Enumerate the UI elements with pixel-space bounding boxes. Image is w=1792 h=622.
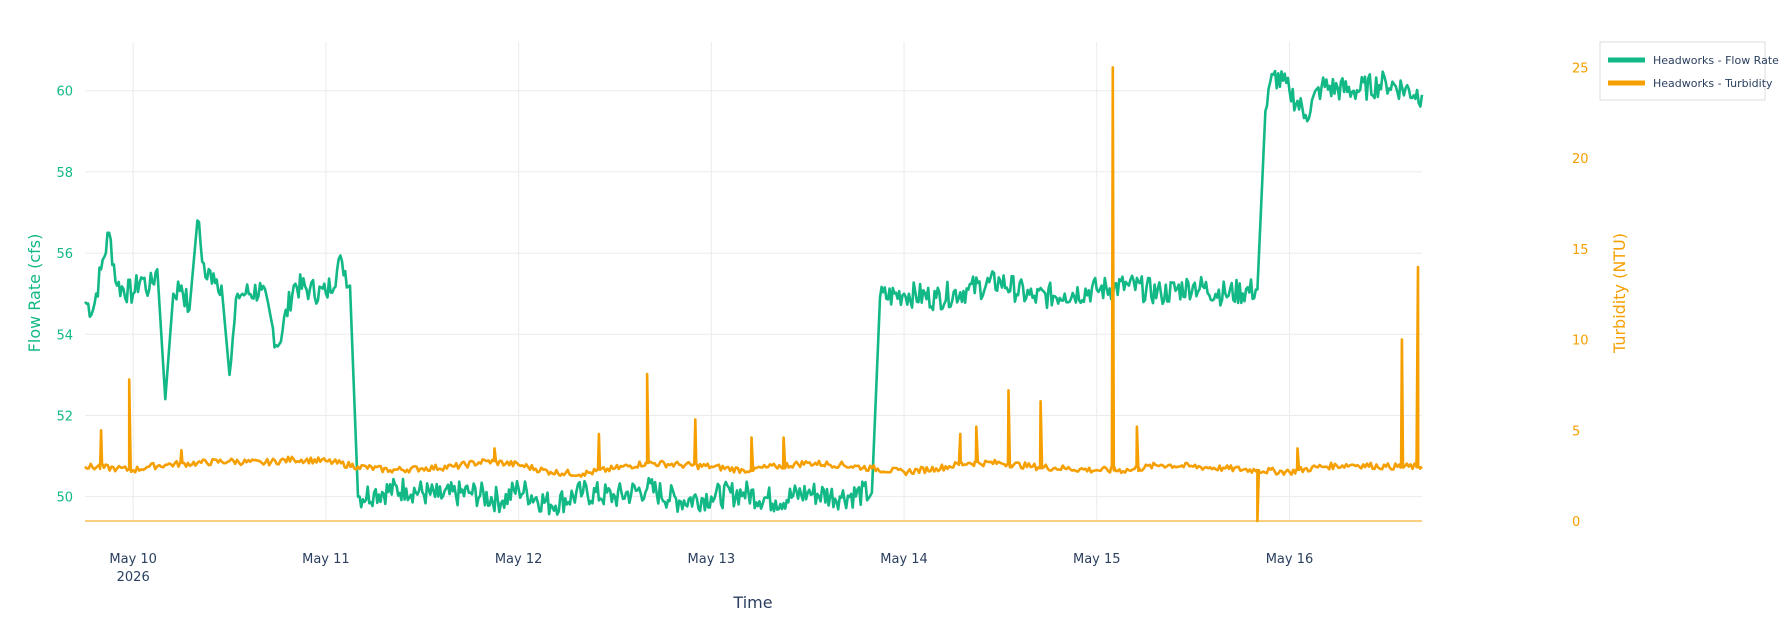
y-right-tick-label: 0 — [1572, 515, 1580, 530]
legend-label-flow: Headworks - Flow Rate — [1653, 54, 1779, 67]
y-right-tick-label: 15 — [1572, 243, 1589, 258]
series-line-flow-rate — [84, 69, 1424, 516]
x-tick-label: May 11 — [302, 552, 350, 567]
y-right-tick-label: 10 — [1572, 334, 1589, 349]
tick-layer: May 10 2026 May 11 May 12 May 13 May 14 May 15… — [56, 61, 1588, 585]
y-axis-left-title: Flow Rate (cfs) — [25, 234, 44, 353]
y-right-tick-label: 25 — [1572, 61, 1589, 76]
x-axis-title: Time — [732, 593, 772, 612]
legend: Headworks - Flow Rate Headworks - Turbid… — [1599, 41, 1779, 101]
grid-layer — [85, 42, 1422, 522]
x-tick-label: May 13 — [688, 552, 736, 567]
y-left-tick-label: 60 — [56, 85, 73, 100]
x-tick-label: May 16 — [1266, 552, 1314, 567]
x-tick-label: May 14 — [880, 552, 928, 567]
y-axis-right-title: Turbidity (NTU) — [1610, 233, 1629, 354]
y-right-tick-label: 5 — [1572, 424, 1580, 439]
x-tick-year: 2026 — [117, 570, 150, 585]
x-tick-label: May 15 — [1073, 552, 1121, 567]
y-left-tick-label: 52 — [56, 409, 73, 424]
y-left-tick-label: 50 — [56, 491, 73, 506]
y-left-tick-label: 58 — [56, 166, 73, 181]
legend-box — [1599, 41, 1766, 101]
x-tick-label: May 12 — [495, 552, 543, 567]
y-right-tick-label: 20 — [1572, 152, 1589, 167]
y-left-tick-label: 56 — [56, 247, 73, 262]
series-line-turbidity — [84, 66, 1423, 523]
x-tick-label: May 10 — [109, 552, 157, 567]
y-left-tick-label: 54 — [56, 328, 73, 343]
legend-label-turbidity: Headworks - Turbidity — [1653, 77, 1773, 90]
series-layer — [84, 66, 1424, 523]
